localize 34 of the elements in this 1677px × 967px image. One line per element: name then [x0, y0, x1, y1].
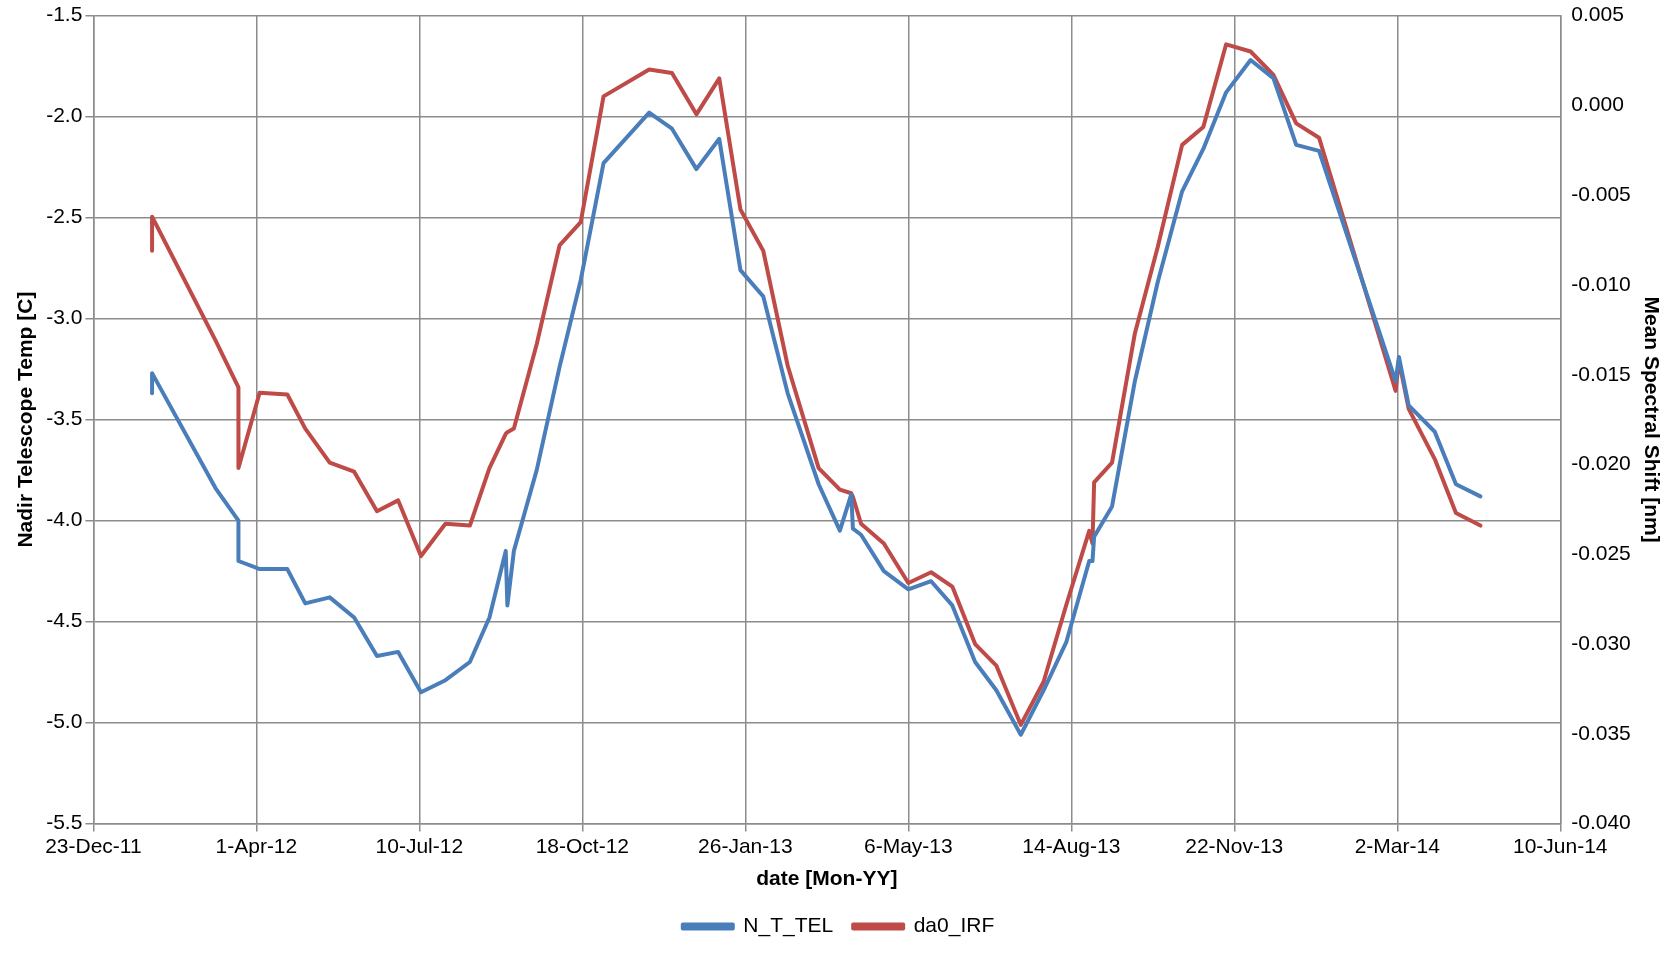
y2-tick-label: -0.040: [1571, 810, 1631, 834]
x-tick-label: 14-Aug-13: [1022, 834, 1121, 857]
y2-tick-label: -0.005: [1571, 181, 1631, 205]
legend-label: da0_IRF: [913, 913, 995, 938]
y2-tick-label: -0.020: [1571, 451, 1631, 475]
x-tick-label: 23-Dec-11: [45, 834, 142, 857]
y-tick-label: -4.0: [46, 507, 83, 531]
x-tick-label: 10-Jul-12: [375, 834, 464, 857]
y-tick-label: -5.5: [46, 810, 83, 834]
legend-label: N_T_TEL: [743, 913, 834, 938]
y2-tick-label: -0.025: [1571, 541, 1631, 565]
x-tick-label: 6-May-13: [863, 834, 953, 857]
y-tick-label: -2.0: [46, 103, 83, 127]
y2-tick-label: 0.005: [1571, 2, 1624, 26]
y-tick-label: -5.0: [46, 709, 83, 733]
x-tick-label: 26-Jan-13: [698, 834, 793, 857]
y2-tick-label: -0.030: [1571, 630, 1631, 654]
y2-tick-label: -0.035: [1571, 720, 1631, 744]
y2-tick-label: 0.000: [1571, 92, 1624, 116]
y-tick-label: -4.5: [46, 608, 83, 632]
y2-axis-title: Mean Spectral Shift [nm]: [1640, 296, 1664, 543]
y-tick-label: -3.0: [46, 305, 83, 329]
x-axis-title: date [Mon-YY]: [756, 866, 898, 890]
y-tick-label: -3.5: [46, 406, 83, 430]
y-tick-label: -1.5: [46, 2, 83, 26]
x-tick-label: 22-Nov-13: [1185, 834, 1284, 857]
y2-tick-label: -0.015: [1571, 361, 1631, 385]
y-tick-label: -2.5: [46, 204, 83, 228]
y2-tick-label: -0.010: [1571, 271, 1631, 295]
x-tick-label: 1-Apr-12: [215, 834, 298, 857]
x-tick-label: 2-Mar-14: [1354, 834, 1441, 857]
x-tick-label: 18-Oct-12: [535, 834, 630, 857]
y-axis-title: Nadir Telescope Temp [C]: [13, 291, 37, 548]
x-tick-label: 10-Jun-14: [1512, 834, 1608, 857]
